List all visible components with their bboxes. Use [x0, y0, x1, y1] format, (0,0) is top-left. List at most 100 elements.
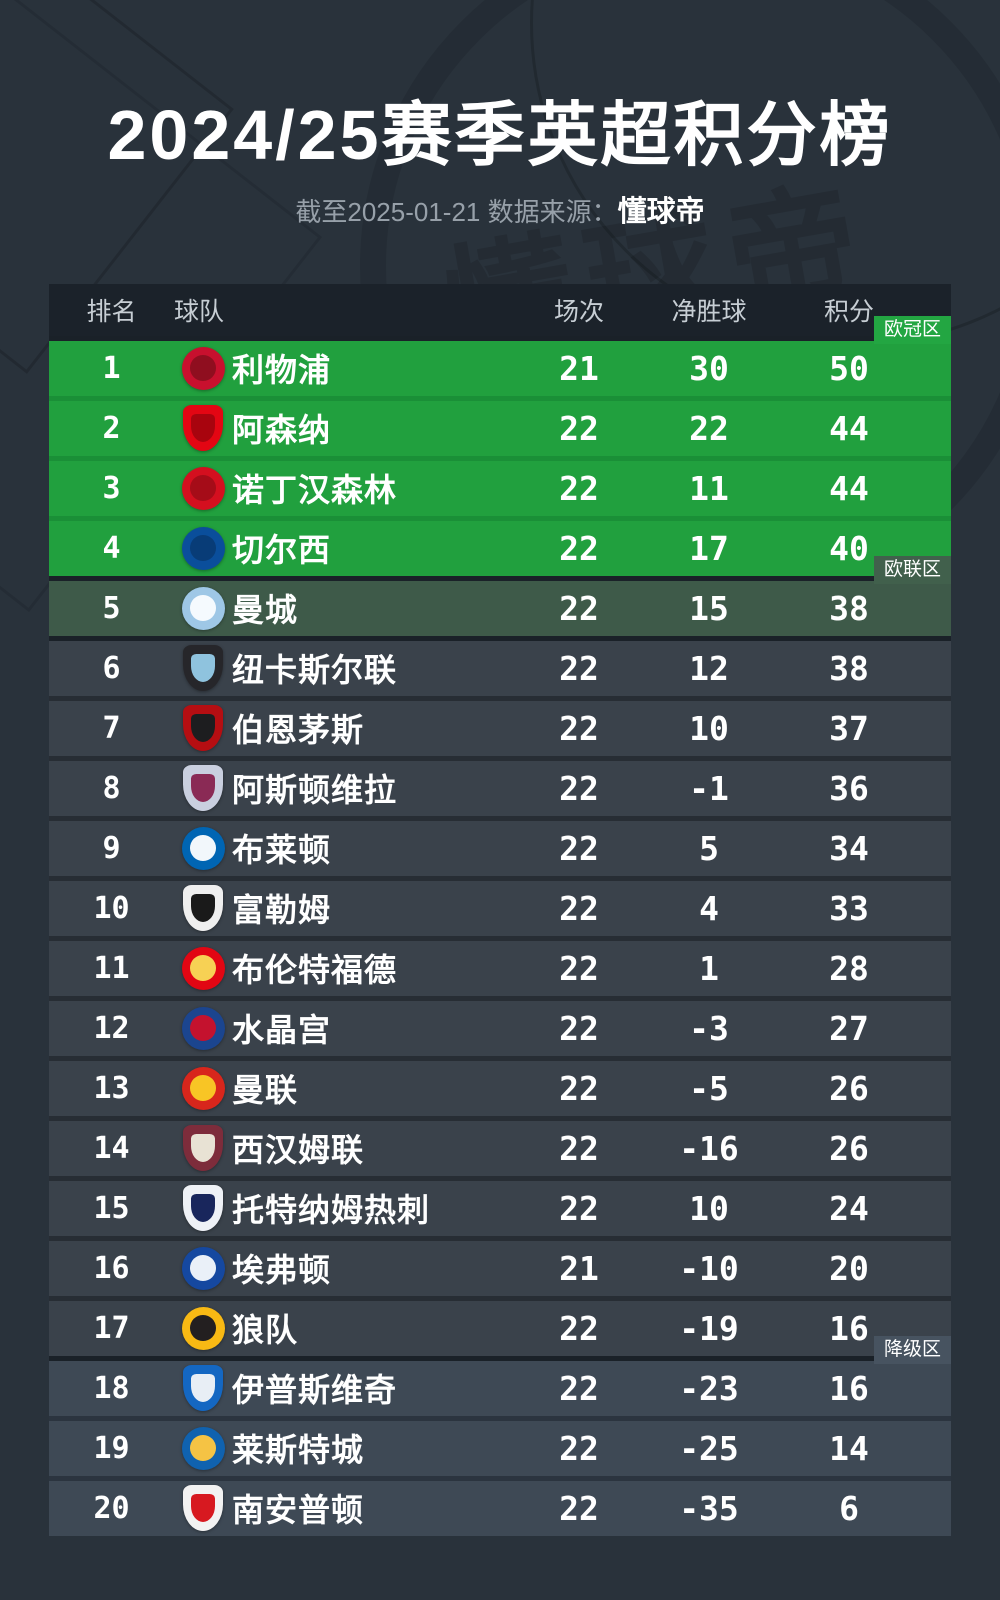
- nottingham-forest-crest-icon: [181, 466, 225, 510]
- team-name: 伊普斯维奇: [232, 1372, 398, 1408]
- team-name: 西汉姆联: [232, 1132, 365, 1168]
- west-ham-crest-icon: [183, 1125, 223, 1171]
- team-name: 水晶宫: [232, 1012, 332, 1048]
- table-row: 4 切尔西 22 17 40: [49, 515, 951, 576]
- southampton-crest-icon: [183, 1485, 223, 1531]
- goal-diff-cell: -10: [679, 1248, 739, 1288]
- rank-cell: 14: [93, 1130, 130, 1166]
- team-name: 纽卡斯尔联: [232, 652, 398, 688]
- table-row: 13 曼联 22 -5 26: [49, 1055, 951, 1116]
- rank-cell: 4: [102, 530, 121, 566]
- points-cell: 33: [829, 888, 869, 928]
- rank-cell: 5: [102, 590, 121, 626]
- manchester-city-crest-icon: [181, 586, 225, 630]
- goal-diff-cell: -25: [679, 1428, 739, 1468]
- points-cell: 34: [829, 828, 869, 868]
- rank-cell: 2: [102, 410, 121, 446]
- played-cell: 22: [559, 468, 599, 508]
- team-name: 南安普顿: [232, 1492, 365, 1528]
- goal-diff-cell: 15: [689, 588, 729, 628]
- played-cell: 22: [559, 1368, 599, 1408]
- team-name: 曼城: [232, 592, 299, 628]
- table-row: 18 伊普斯维奇 22 -23 16 降级区: [49, 1335, 951, 1416]
- rank-cell: 6: [102, 650, 121, 686]
- rank-cell: 15: [93, 1190, 130, 1226]
- points-cell: 16: [829, 1308, 869, 1348]
- header-points: 积分: [823, 297, 874, 326]
- points-cell: 44: [829, 408, 869, 448]
- table-header: 排名 球队 场次 净胜球 积分: [49, 283, 951, 336]
- played-cell: 22: [559, 588, 599, 628]
- rank-cell: 19: [93, 1430, 130, 1466]
- points-cell: 36: [829, 768, 869, 808]
- table-row: 17 狼队 22 -19 16: [49, 1295, 951, 1356]
- fulham-crest-icon: [183, 885, 223, 931]
- team-name: 狼队: [232, 1312, 299, 1348]
- rank-cell: 3: [102, 470, 121, 506]
- newcastle-united-crest-icon: [183, 645, 223, 691]
- team-name: 布莱顿: [232, 832, 332, 868]
- goal-diff-cell: 11: [689, 468, 729, 508]
- zone-tag: 降级区: [873, 1335, 951, 1364]
- table-row: 6 纽卡斯尔联 22 12 38: [49, 640, 951, 696]
- points-cell: 38: [829, 648, 869, 688]
- goal-diff-cell: -35: [679, 1488, 739, 1528]
- table-row: 2 阿森纳 22 22 44: [49, 395, 951, 456]
- table-row: 20 南安普顿 22 -35 6: [49, 1475, 951, 1536]
- table-row: 12 水晶宫 22 -3 27: [49, 995, 951, 1056]
- played-cell: 21: [559, 348, 599, 388]
- team-name: 曼联: [232, 1072, 299, 1108]
- goal-diff-cell: -23: [679, 1368, 739, 1408]
- rank-cell: 11: [93, 950, 130, 986]
- goal-diff-cell: 17: [689, 528, 729, 568]
- table-row: 10 富勒姆 22 4 33: [49, 875, 951, 936]
- liverpool-crest-icon: [181, 346, 225, 390]
- rank-cell: 17: [93, 1310, 130, 1346]
- points-cell: 50: [829, 348, 869, 388]
- goal-diff-cell: 10: [689, 708, 729, 748]
- rank-cell: 7: [102, 710, 121, 746]
- crystal-palace-crest-icon: [181, 1006, 225, 1050]
- points-cell: 44: [829, 468, 869, 508]
- goal-diff-cell: 22: [689, 408, 729, 448]
- bournemouth-crest-icon: [183, 705, 223, 751]
- table-row: 7 伯恩茅斯 22 10 37: [49, 695, 951, 756]
- header-played: 场次: [553, 297, 604, 326]
- table-row: 16 埃弗顿 21 -10 20: [49, 1235, 951, 1296]
- team-name: 利物浦: [232, 352, 332, 388]
- played-cell: 22: [559, 1188, 599, 1228]
- rank-cell: 10: [93, 890, 130, 926]
- standings-table: 排名 球队 场次 净胜球 积分 1 利物浦 21 30 50 欧冠区 2 阿森纳…: [49, 283, 951, 1536]
- rank-cell: 20: [93, 1490, 130, 1526]
- team-name: 埃弗顿: [232, 1252, 332, 1288]
- brighton-crest-icon: [181, 826, 225, 870]
- played-cell: 22: [559, 528, 599, 568]
- team-name: 切尔西: [232, 532, 332, 568]
- goal-diff-cell: -5: [689, 1068, 729, 1108]
- played-cell: 22: [559, 1488, 599, 1528]
- points-cell: 40: [829, 528, 869, 568]
- team-name: 伯恩茅斯: [232, 712, 365, 748]
- team-name: 布伦特福德: [232, 952, 398, 988]
- manchester-united-crest-icon: [181, 1066, 225, 1110]
- points-cell: 38: [829, 588, 869, 628]
- points-cell: 26: [829, 1128, 869, 1168]
- played-cell: 22: [559, 708, 599, 748]
- zone-tag: 欧联区: [873, 555, 951, 584]
- played-cell: 22: [559, 1308, 599, 1348]
- team-name: 托特纳姆热刺: [232, 1192, 431, 1228]
- tottenham-crest-icon: [183, 1185, 223, 1231]
- aston-villa-crest-icon: [183, 765, 223, 811]
- table-row: 15 托特纳姆热刺 22 10 24: [49, 1175, 951, 1236]
- goal-diff-cell: 4: [699, 888, 719, 928]
- subtitle-source-name: 懂球帝: [617, 195, 705, 228]
- goal-diff-cell: 5: [699, 828, 719, 868]
- page-title: 2024/25赛季英超积分榜: [107, 96, 893, 174]
- rank-cell: 12: [93, 1010, 130, 1046]
- team-name: 阿斯顿维拉: [232, 772, 398, 808]
- goal-diff-cell: 10: [689, 1188, 729, 1228]
- zone-tag: 欧冠区: [873, 315, 951, 344]
- everton-crest-icon: [181, 1246, 225, 1290]
- table-row: 19 莱斯特城 22 -25 14: [49, 1415, 951, 1476]
- goal-diff-cell: 30: [689, 348, 729, 388]
